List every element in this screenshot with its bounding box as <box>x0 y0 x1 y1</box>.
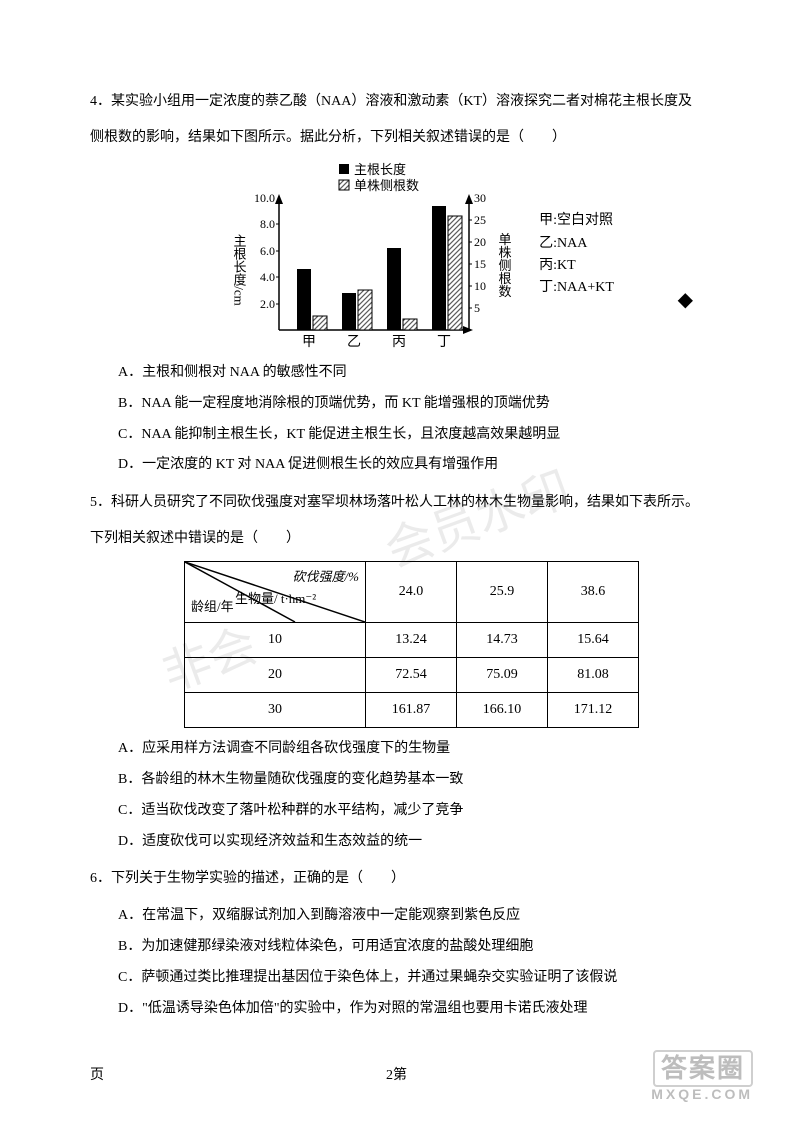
logo-small: MXQE.COM <box>651 1087 753 1102</box>
svg-text:2.0: 2.0 <box>260 297 275 311</box>
col-25: 25.9 <box>457 562 548 623</box>
cell-10-1: 14.73 <box>457 623 548 658</box>
legend-main: 主根长度 <box>354 162 406 177</box>
svg-text:10: 10 <box>474 279 486 293</box>
svg-text:乙: 乙 <box>347 334 361 350</box>
q4-optA: A．主根和侧根对 NAA 的敏感性不同 <box>118 358 733 389</box>
col-24: 24.0 <box>366 562 457 623</box>
q5-optC: C．适当砍伐改变了落叶松种群的水平结构，减少了竞争 <box>118 796 733 827</box>
side-ding: 丁:NAA+KT <box>539 277 614 299</box>
q6-stem: 6．下列关于生物学实验的描述，正确的是（ ） <box>90 865 733 893</box>
q5-stem1: 5．科研人员研究了不同砍伐强度对塞罕坝林场落叶松人工林的林木生物量影响，结果如下… <box>90 489 733 517</box>
q4-optB: B．NAA 能一定程度地消除根的顶端优势，而 KT 能增强根的顶端优势 <box>118 389 733 420</box>
q6-optB: B．为加速健那绿染液对线粒体染色，可用适宜浓度的盐酸处理细胞 <box>118 932 733 963</box>
ink-dot: ◆ <box>678 280 693 320</box>
col-38: 38.6 <box>548 562 639 623</box>
svg-text:5: 5 <box>474 301 480 315</box>
diag-bot: 龄组/年 <box>191 594 234 620</box>
q5-optD: D．适度砍伐可以实现经济效益和生态效益的统一 <box>118 827 733 858</box>
logo-big: 答案圈 <box>653 1050 753 1087</box>
bar-chart: 主根长度 单株侧根数 2.0 4.0 6.0 8.0 10.0 <box>209 160 529 350</box>
q4-stem2: 侧根数的影响，结果如下图所示。据此分析，下列相关叙述错误的是（ ） <box>90 124 733 152</box>
cell-30-2: 171.12 <box>548 693 639 728</box>
q4-optD: D．一定浓度的 KT 对 NAA 促进侧根生长的效应具有增强作用 <box>118 450 733 481</box>
q6-optA: A．在常温下，双缩脲试剂加入到酶溶液中一定能观察到紫色反应 <box>118 901 733 932</box>
y-right-label: 单株侧根数 <box>497 233 512 298</box>
y-left-label: 主根长度/cm <box>232 234 247 306</box>
svg-text:丁: 丁 <box>437 335 451 350</box>
cell-20-0: 72.54 <box>366 658 457 693</box>
cell-10-0: 13.24 <box>366 623 457 658</box>
svg-text:15: 15 <box>474 257 486 271</box>
side-jia: 甲:空白对照 <box>539 210 614 232</box>
svg-text:甲: 甲 <box>302 335 316 350</box>
side-legend: 甲:空白对照 乙:NAA 丙:KT 丁:NAA+KT <box>539 210 614 300</box>
diag-mid: 生物量/ t·hm⁻² <box>235 586 316 612</box>
svg-text:8.0: 8.0 <box>260 217 275 231</box>
logo: 答案圈 MXQE.COM <box>651 1050 753 1102</box>
side-bing: 丙:KT <box>539 255 614 277</box>
cell-30-1: 166.10 <box>457 693 548 728</box>
cell-10-2: 15.64 <box>548 623 639 658</box>
row-30-label: 30 <box>185 693 366 728</box>
svg-text:6.0: 6.0 <box>260 244 275 258</box>
legend-side: 单株侧根数 <box>354 178 419 193</box>
q4-optC: C．NAA 能抑制主根生长，KT 能促进主根生长，且浓度越高效果越明显 <box>118 420 733 451</box>
q5-optB: B．各龄组的林木生物量随砍伐强度的变化趋势基本一致 <box>118 765 733 796</box>
side-yi: 乙:NAA <box>539 233 614 255</box>
chart-container: 主根长度 单株侧根数 2.0 4.0 6.0 8.0 10.0 <box>90 160 733 350</box>
row-10-label: 10 <box>185 623 366 658</box>
q5-optA: A．应采用样方法调查不同龄组各砍伐强度下的生物量 <box>118 734 733 765</box>
svg-text:30: 30 <box>474 191 486 205</box>
svg-text:4.0: 4.0 <box>260 270 275 284</box>
svg-text:10.0: 10.0 <box>254 191 275 205</box>
svg-text:25: 25 <box>474 213 486 227</box>
cell-20-1: 75.09 <box>457 658 548 693</box>
svg-text:20: 20 <box>474 235 486 249</box>
q6-optC: C．萨顿通过类比推理提出基因位于染色体上，并通过果蝇杂交实验证明了该假说 <box>118 963 733 994</box>
cell-30-0: 161.87 <box>366 693 457 728</box>
svg-text:丙: 丙 <box>392 335 406 350</box>
q5-stem2: 下列相关叙述中错误的是（ ） <box>90 525 733 553</box>
data-table: 砍伐强度/% 生物量/ t·hm⁻² 龄组/年 24.0 25.9 38.6 1… <box>90 561 733 728</box>
q6-optD: D．"低温诱导染色体加倍"的实验中，作为对照的常温组也要用卡诺氏液处理 <box>118 994 733 1025</box>
q4-stem1: 4．某实验小组用一定浓度的萘乙酸（NAA）溶液和激动素（KT）溶液探究二者对棉花… <box>90 88 733 116</box>
cell-20-2: 81.08 <box>548 658 639 693</box>
row-20-label: 20 <box>185 658 366 693</box>
